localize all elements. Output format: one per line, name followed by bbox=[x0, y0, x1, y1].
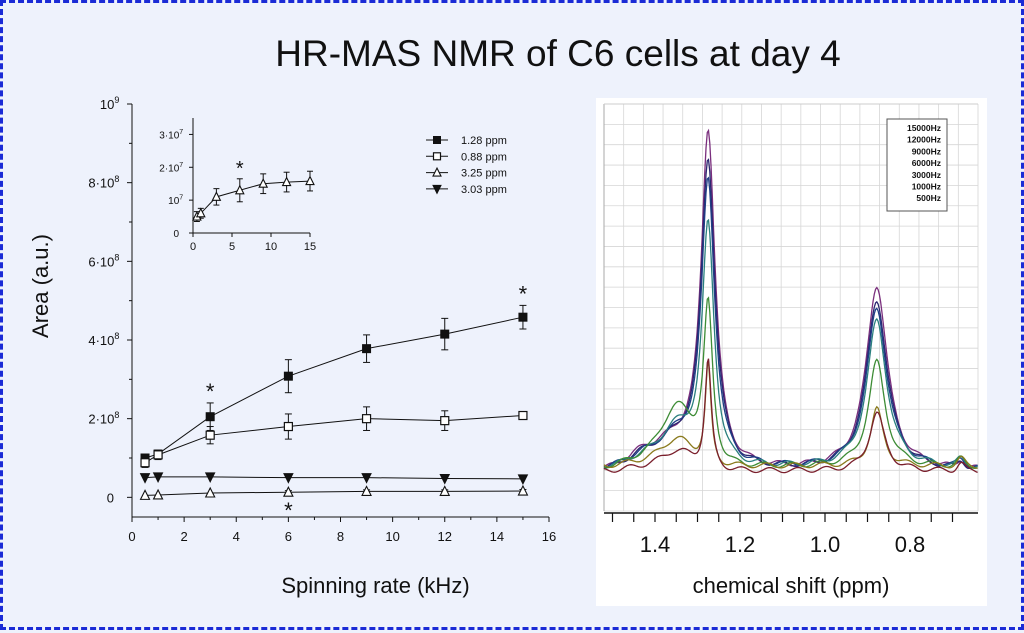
data-point bbox=[440, 416, 450, 426]
inset-y-tick-label: 0 bbox=[173, 229, 179, 240]
inset-x-tick-label: 15 bbox=[304, 241, 316, 253]
y-tick-label: 0 bbox=[107, 490, 114, 505]
data-point bbox=[283, 371, 293, 381]
spectrum-line bbox=[603, 358, 978, 474]
spectra-legend-label: 6000Hz bbox=[912, 158, 941, 168]
x-tick-label: 0 bbox=[128, 529, 135, 544]
spectrum-line bbox=[603, 296, 978, 469]
x-tick-label: 4 bbox=[233, 529, 240, 544]
spectra-legend-box bbox=[886, 118, 948, 212]
legend-label: 0.88 ppm bbox=[461, 151, 507, 163]
y-tick-label: 109 bbox=[100, 95, 119, 112]
data-point bbox=[440, 329, 450, 339]
data-point bbox=[139, 489, 151, 500]
significance-asterisk: * bbox=[519, 281, 528, 306]
spectra-legend-label: 12000Hz bbox=[907, 135, 941, 145]
x-tick-label: 12 bbox=[438, 529, 452, 544]
spectra-legend-label: 3000Hz bbox=[912, 170, 941, 180]
data-point bbox=[518, 410, 528, 421]
legend-marker bbox=[433, 136, 441, 144]
main-chart: 0 2 4 6 8 10 12 14 16 0 2·108 4·108 6·108 8·108 109 Spi… bbox=[28, 95, 556, 598]
y-tick-label: 8·108 bbox=[88, 174, 119, 191]
data-point bbox=[153, 450, 163, 460]
spectrum-line bbox=[604, 218, 978, 469]
legend-label: 3.03 ppm bbox=[461, 184, 507, 196]
x-tick-label: 8 bbox=[337, 529, 344, 544]
data-point bbox=[152, 488, 164, 500]
data-point bbox=[283, 473, 294, 484]
x-tick-label: 2 bbox=[181, 529, 188, 544]
data-point bbox=[439, 473, 451, 485]
x-tick-label: 6 bbox=[285, 529, 292, 544]
spectra-x-tick-label: 1.0 bbox=[810, 532, 841, 557]
x-tick-label: 14 bbox=[490, 529, 504, 544]
series-line bbox=[144, 316, 524, 459]
data-point bbox=[140, 458, 150, 468]
data-point bbox=[204, 472, 216, 483]
spectra-legend-label: 9000Hz bbox=[912, 146, 941, 156]
y-tick-label: 4·108 bbox=[88, 331, 119, 348]
data-point bbox=[361, 473, 372, 484]
inset-data-point bbox=[258, 177, 269, 188]
inset-data-point bbox=[281, 176, 292, 187]
spectra-x-tick-label: 1.4 bbox=[640, 532, 671, 557]
data-point bbox=[205, 430, 215, 440]
data-point bbox=[361, 485, 372, 496]
x-tick-label: 16 bbox=[542, 529, 556, 544]
figure-canvas: 0 2 4 6 8 10 12 14 16 0 2·108 4·108 6·108 8·108 109 Spi… bbox=[28, 95, 987, 606]
data-point bbox=[517, 484, 529, 496]
inset-y-tick-label: 107 bbox=[168, 195, 183, 208]
legend-label: 1.28 ppm bbox=[461, 135, 507, 147]
data-point bbox=[204, 486, 216, 498]
spectra-x-tick-label: 0.8 bbox=[895, 532, 926, 557]
data-point bbox=[362, 344, 372, 354]
spectra-x-tick-label: 1.2 bbox=[725, 532, 756, 557]
spectra-legend-label: 15000Hz bbox=[907, 123, 941, 133]
legend-marker bbox=[432, 184, 442, 195]
inset-chart: 0 5 10 15 0 107 2·107 3·107 * bbox=[159, 118, 316, 253]
y-tick-label: 2·108 bbox=[88, 410, 119, 427]
legend-marker bbox=[432, 152, 442, 161]
legend-marker bbox=[432, 166, 442, 177]
legend-label: 3.25 ppm bbox=[461, 168, 507, 180]
spectra-legend-label: 1000Hz bbox=[912, 182, 941, 192]
series-line bbox=[145, 490, 523, 496]
data-point bbox=[152, 472, 164, 483]
inset-x-tick-label: 0 bbox=[190, 241, 196, 253]
significance-asterisk: * bbox=[284, 498, 293, 523]
spectra-x-axis-label: chemical shift (ppm) bbox=[693, 573, 890, 598]
y-tick-label: 6·108 bbox=[88, 252, 119, 269]
spectra-legend-label: 500Hz bbox=[916, 193, 941, 203]
inset-data-point bbox=[195, 207, 206, 218]
inset-data-point bbox=[234, 184, 245, 195]
inset-y-tick-label: 2·107 bbox=[159, 162, 183, 175]
page-title: HR-MAS NMR of C6 cells at day 4 bbox=[275, 33, 841, 74]
inset-data-point bbox=[305, 175, 315, 186]
significance-asterisk: * bbox=[206, 379, 215, 404]
data-point bbox=[282, 485, 294, 497]
data-point bbox=[361, 414, 372, 424]
data-point bbox=[205, 412, 215, 422]
y-axis-label: Area (a.u.) bbox=[28, 234, 53, 338]
data-point bbox=[139, 473, 151, 484]
inset-data-point bbox=[211, 191, 222, 201]
x-axis-label: Spinning rate (kHz) bbox=[281, 573, 469, 598]
inset-y-tick-label: 3·107 bbox=[159, 129, 183, 142]
x-tick-label: 10 bbox=[385, 529, 399, 544]
data-point bbox=[439, 485, 451, 496]
inset-significance-asterisk: * bbox=[236, 158, 244, 180]
spectrum-line bbox=[603, 361, 978, 469]
series-line bbox=[145, 476, 523, 480]
data-point bbox=[517, 474, 529, 485]
data-point bbox=[518, 312, 528, 322]
inset-x-tick-label: 5 bbox=[229, 241, 235, 253]
inset-x-tick-label: 10 bbox=[265, 241, 277, 253]
data-point bbox=[283, 421, 293, 432]
